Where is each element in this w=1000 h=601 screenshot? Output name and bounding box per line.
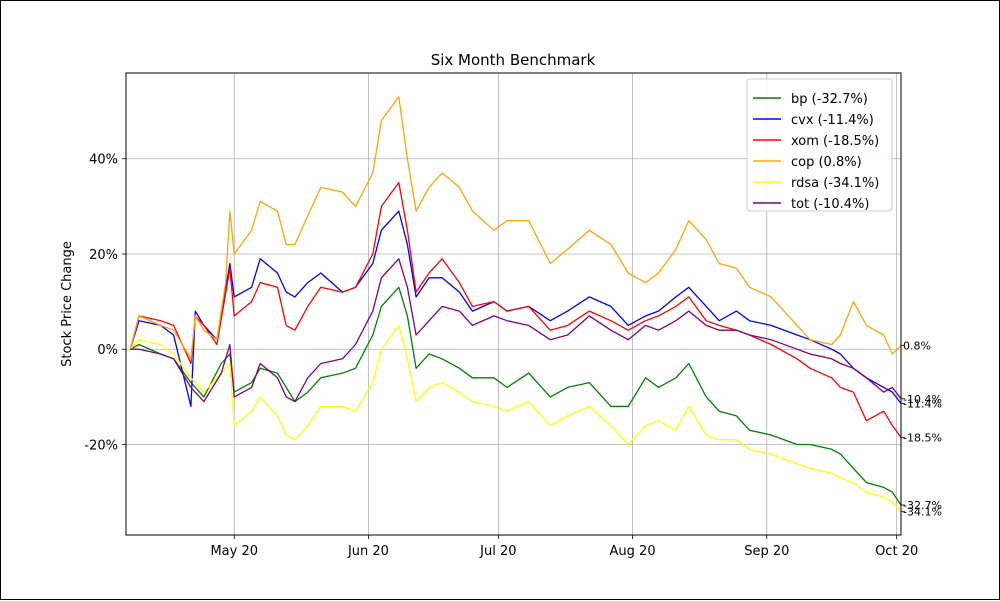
series-line-3 (129, 96, 902, 360)
chart-title: Six Month Benchmark (431, 51, 596, 69)
plot-area-border (125, 72, 902, 536)
x-tick-label: Aug 20 (610, 544, 656, 559)
y-axis-label: Stock Price Change (60, 241, 75, 367)
end-label: -18.5% (903, 431, 942, 444)
legend-box (746, 78, 893, 212)
end-label: 0.8% (903, 339, 931, 352)
y-tick-label: 0% (97, 343, 118, 358)
x-tick-label: Jul 20 (479, 544, 516, 559)
series-line-1 (129, 210, 902, 408)
end-label: -10.4% (903, 393, 942, 406)
end-label: -11.4% (903, 398, 942, 411)
y-tick-label: -20% (84, 439, 118, 454)
y-tick-label: 20% (89, 248, 118, 263)
series-line-2 (129, 181, 902, 438)
legend-entry: tot (-10.4%) (791, 197, 869, 212)
legend: bp (-32.7%) cvx (-11.4%) xom (-18.5%) cop (… (746, 78, 893, 212)
series-lines (129, 96, 902, 513)
x-tick-label: Sep 20 (744, 544, 789, 559)
end-label: -32.7% (903, 499, 942, 512)
series-line-4 (129, 324, 902, 513)
legend-entry: cvx (-11.4%) (791, 113, 874, 128)
x-tick-label: Oct 20 (875, 544, 918, 559)
legend-entry: rdsa (-34.1%) (791, 176, 879, 191)
legend-entry: bp (-32.7%) (791, 92, 868, 107)
x-tick-label: May 20 (210, 544, 258, 559)
legend-entry: xom (-18.5%) (791, 134, 879, 149)
legend-entry: cop (0.8%) (791, 155, 862, 170)
end-labels: -32.7% -11.4% -18.5% 0.8% -34.1% -10.4% (901, 339, 942, 519)
end-label: -34.1% (903, 506, 942, 519)
series-line-5 (130, 258, 902, 403)
y-tick-label: 40% (89, 153, 118, 168)
series-line-0 (129, 286, 902, 506)
x-tick-label: Jun 20 (347, 544, 389, 559)
axis-ticks: May 20 Jun 20 Jul 20 Aug 20 Sep 20 Oct 20 -20%… (84, 153, 918, 559)
